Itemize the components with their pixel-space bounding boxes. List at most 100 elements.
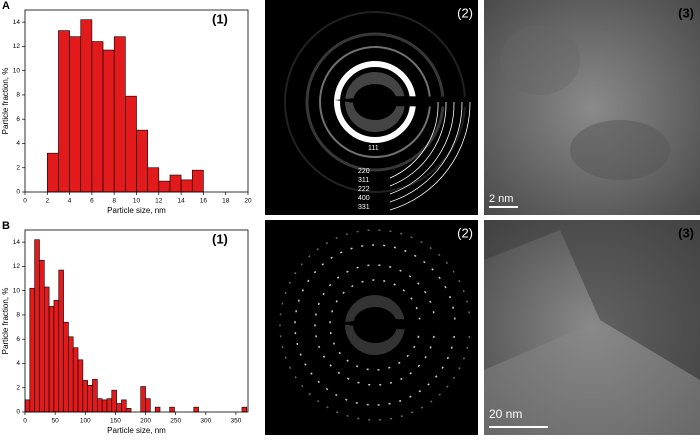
- y-tick-label: 4: [16, 360, 20, 367]
- bar: [136, 129, 148, 193]
- bar: [154, 406, 161, 413]
- bar: [69, 36, 82, 193]
- bar: [87, 385, 93, 413]
- y-tick-label: 14: [13, 239, 21, 246]
- bar: [68, 336, 74, 413]
- bar: [241, 406, 248, 413]
- bar: [102, 49, 115, 193]
- panel-label: (3): [678, 5, 694, 20]
- y-tick-label: 4: [16, 140, 20, 147]
- y-tick-label: 10: [13, 287, 21, 294]
- x-axis-label: Particle size, nm: [107, 206, 166, 215]
- ring-label: 400: [358, 195, 370, 202]
- x-tick-label: 18: [222, 198, 230, 205]
- x-tick-label: 250: [170, 418, 181, 425]
- x-tick-label: 300: [200, 418, 211, 425]
- bar: [111, 389, 117, 413]
- bar: [43, 286, 50, 413]
- x-tick-label: 200: [140, 418, 151, 425]
- x-tick-label: 2: [45, 198, 49, 205]
- y-tick-label: 12: [13, 43, 21, 50]
- x-tick-label: 6: [90, 198, 94, 205]
- bar: [125, 408, 132, 413]
- x-tick-label: 0: [23, 198, 27, 205]
- scale-bar-label: 2 nm: [489, 193, 513, 205]
- y-tick-label: 0: [16, 409, 20, 416]
- ring-label: 111: [368, 145, 379, 152]
- bar: [72, 347, 79, 413]
- panel-label: (3): [678, 225, 694, 240]
- bar: [39, 260, 45, 413]
- bar: [193, 406, 199, 413]
- x-tick-label: 16: [200, 198, 208, 205]
- panel-label: (2): [457, 5, 473, 20]
- x-axis-label: Particle size, nm: [107, 426, 166, 435]
- bar: [53, 300, 60, 413]
- bar: [58, 269, 64, 413]
- panel-letter: A: [2, 0, 10, 12]
- x-tick-label: 0: [23, 418, 27, 425]
- diffraction-image: (2): [265, 220, 478, 435]
- bar: [92, 378, 98, 413]
- diffraction-image: 111 220 311 222 400 331 (2): [265, 0, 478, 215]
- bar: [58, 30, 70, 193]
- x-tick-label: 100: [80, 418, 91, 425]
- bar: [145, 398, 151, 413]
- x-tick-label: 8: [112, 198, 116, 205]
- ring-label: 311: [358, 177, 369, 184]
- panel-letter: B: [2, 220, 10, 232]
- y-tick-label: 0: [16, 189, 20, 196]
- chart-label: (1): [212, 11, 228, 26]
- y-tick-label: 8: [16, 92, 20, 99]
- ring-label: 331: [358, 204, 370, 211]
- y-tick-label: 14: [13, 19, 21, 26]
- y-axis-label: Particle fraction, %: [1, 288, 10, 355]
- ring-label: 222: [358, 186, 370, 193]
- ring-label: 220: [358, 168, 370, 175]
- bar: [169, 406, 175, 413]
- bar: [106, 398, 113, 413]
- bar: [169, 174, 182, 193]
- bar: [29, 287, 35, 413]
- panel-label: (2): [457, 225, 473, 240]
- bar: [101, 399, 108, 413]
- bar: [180, 179, 193, 193]
- bar: [82, 380, 88, 413]
- y-tick-label: 2: [16, 384, 20, 391]
- x-tick-label: 4: [68, 198, 72, 205]
- bar: [48, 306, 55, 413]
- x-tick-label: 14: [177, 198, 185, 205]
- y-tick-label: 8: [16, 312, 20, 319]
- bar: [80, 19, 93, 193]
- bar: [77, 359, 84, 413]
- tem-image: 2 nm (3): [484, 0, 700, 215]
- bar: [140, 386, 146, 413]
- y-axis-label: Particle fraction, %: [1, 68, 10, 135]
- bar: [34, 239, 40, 413]
- bar: [91, 41, 104, 193]
- scale-bar-label: 20 nm: [489, 407, 522, 421]
- x-tick-label: 350: [231, 418, 242, 425]
- chart-label: (1): [212, 231, 228, 246]
- y-tick-label: 6: [16, 116, 20, 123]
- bar: [113, 36, 126, 193]
- bar: [191, 169, 204, 193]
- y-tick-label: 12: [13, 263, 21, 270]
- y-tick-label: 2: [16, 164, 20, 171]
- y-tick-label: 10: [13, 67, 21, 74]
- bar: [24, 399, 31, 413]
- x-tick-label: 12: [155, 198, 163, 205]
- bar: [63, 321, 69, 413]
- y-tick-label: 6: [16, 336, 20, 343]
- bar: [116, 403, 122, 413]
- x-tick-label: 50: [52, 418, 60, 425]
- tem-image: 20 nm (3): [484, 220, 700, 435]
- plot-frame: [24, 229, 249, 413]
- bar: [125, 95, 137, 193]
- bar: [121, 399, 127, 413]
- bar: [158, 180, 171, 193]
- x-tick-label: 20: [244, 198, 252, 205]
- x-tick-label: 10: [133, 198, 141, 205]
- x-tick-label: 150: [110, 418, 121, 425]
